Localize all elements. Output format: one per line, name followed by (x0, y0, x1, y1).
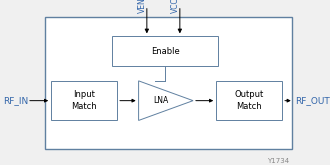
Text: RF_IN: RF_IN (3, 96, 29, 105)
Polygon shape (139, 81, 193, 120)
Bar (112, 36, 218, 66)
Text: VCC: VCC (171, 0, 180, 13)
Bar (216, 81, 282, 120)
Bar (51, 81, 117, 120)
Text: Y1734: Y1734 (267, 158, 289, 164)
Text: RF_OUT: RF_OUT (295, 96, 330, 105)
Text: Output
Match: Output Match (235, 90, 264, 111)
Text: VEN: VEN (138, 0, 147, 13)
Text: Input
Match: Input Match (71, 90, 97, 111)
Bar (45, 16, 292, 148)
Text: LNA: LNA (153, 96, 168, 105)
Text: Enable: Enable (150, 47, 180, 56)
